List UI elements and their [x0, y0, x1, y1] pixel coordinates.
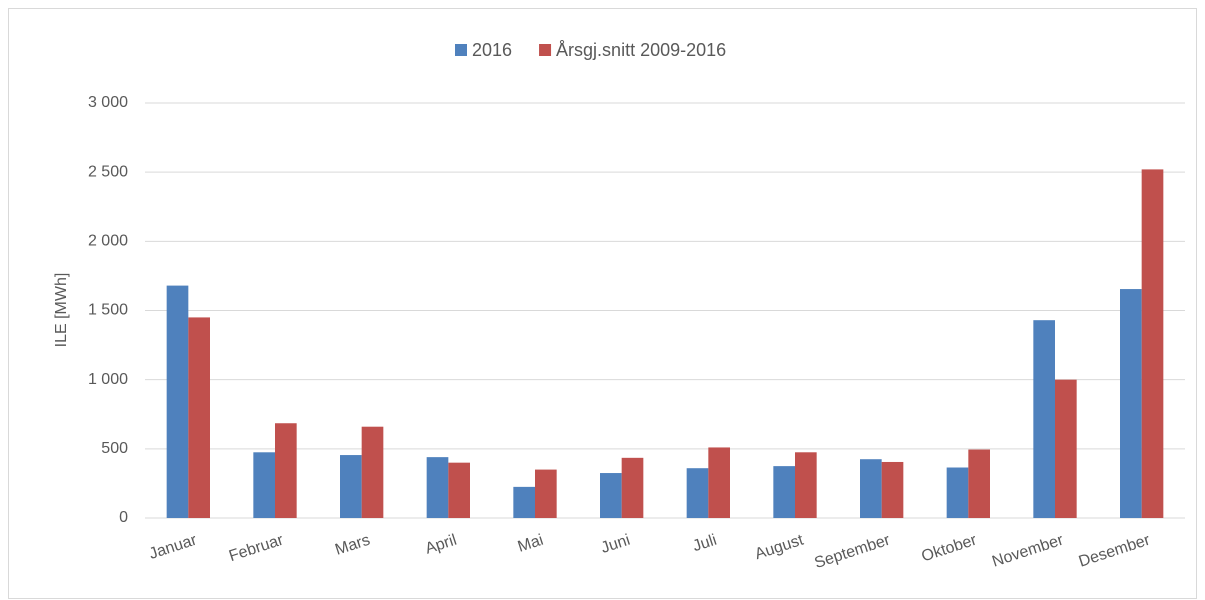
- bar: [773, 466, 795, 518]
- y-tick-label: 2 500: [88, 163, 128, 180]
- bar: [275, 423, 297, 518]
- legend-swatch: [539, 44, 552, 56]
- bar: [1055, 379, 1077, 518]
- x-tick-label: Juli: [691, 532, 719, 556]
- bar: [621, 457, 644, 518]
- bar: [968, 449, 990, 518]
- bar: [860, 459, 882, 518]
- bar: [708, 447, 730, 518]
- bar: [188, 317, 210, 518]
- bar: [535, 469, 557, 518]
- y-tick-label: 3 000: [88, 94, 128, 111]
- y-tick-label: 500: [101, 440, 128, 457]
- y-tick-label: 0: [119, 509, 128, 526]
- y-tick-label: 1 000: [88, 371, 128, 388]
- y-tick-label: 2 000: [88, 233, 128, 250]
- bar: [1141, 169, 1164, 518]
- bar: [253, 452, 275, 518]
- bar: [946, 467, 969, 518]
- bar: [166, 285, 189, 518]
- bar: [426, 457, 449, 518]
- bar: [686, 468, 709, 518]
- bar: [361, 426, 384, 518]
- legend-swatch: [455, 44, 467, 56]
- bar: [513, 486, 535, 518]
- bar: [881, 461, 904, 518]
- y-tick-label: 1 500: [88, 302, 128, 319]
- legend-label: 2016: [472, 40, 512, 60]
- legend-label: Årsgj.snitt 2009-2016: [556, 40, 726, 60]
- y-axis-label: ILE [MWh]: [53, 273, 70, 348]
- bar: [1120, 289, 1142, 518]
- bar: [600, 473, 622, 518]
- bar: [448, 462, 470, 518]
- bar: [795, 452, 817, 518]
- bar: [1033, 320, 1055, 518]
- bar: [340, 455, 362, 518]
